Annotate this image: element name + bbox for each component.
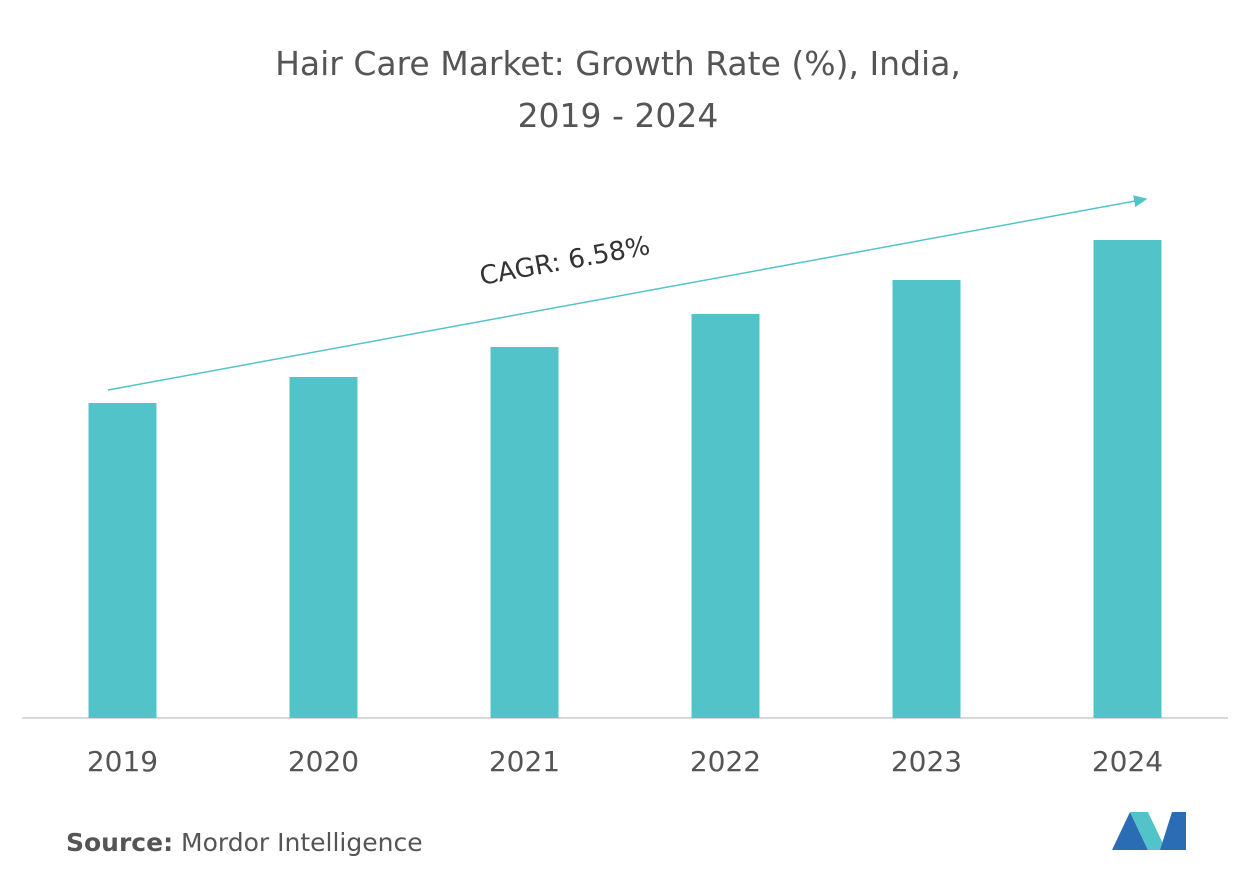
bar	[88, 403, 157, 718]
source-label: Source:	[66, 828, 174, 857]
x-tick-label: 2023	[891, 745, 962, 778]
chart-title: Hair Care Market: Growth Rate (%), India…	[275, 44, 961, 135]
bar	[289, 377, 358, 718]
x-tick-label: 2020	[288, 745, 359, 778]
x-tick-label: 2019	[87, 745, 158, 778]
cagr-label: CAGR: 6.58%	[477, 231, 652, 292]
source: Source: Mordor Intelligence	[66, 828, 423, 857]
logo	[1112, 812, 1186, 850]
x-tick-label: 2024	[1092, 745, 1163, 778]
bar	[691, 314, 760, 718]
bar	[490, 347, 559, 718]
x-tick-label: 2021	[489, 745, 560, 778]
x-tick-label: 2022	[690, 745, 761, 778]
source-text: Mordor Intelligence	[181, 828, 423, 857]
cagr-arrow	[107, 195, 1148, 391]
bar	[892, 280, 961, 718]
bar	[1093, 240, 1162, 718]
